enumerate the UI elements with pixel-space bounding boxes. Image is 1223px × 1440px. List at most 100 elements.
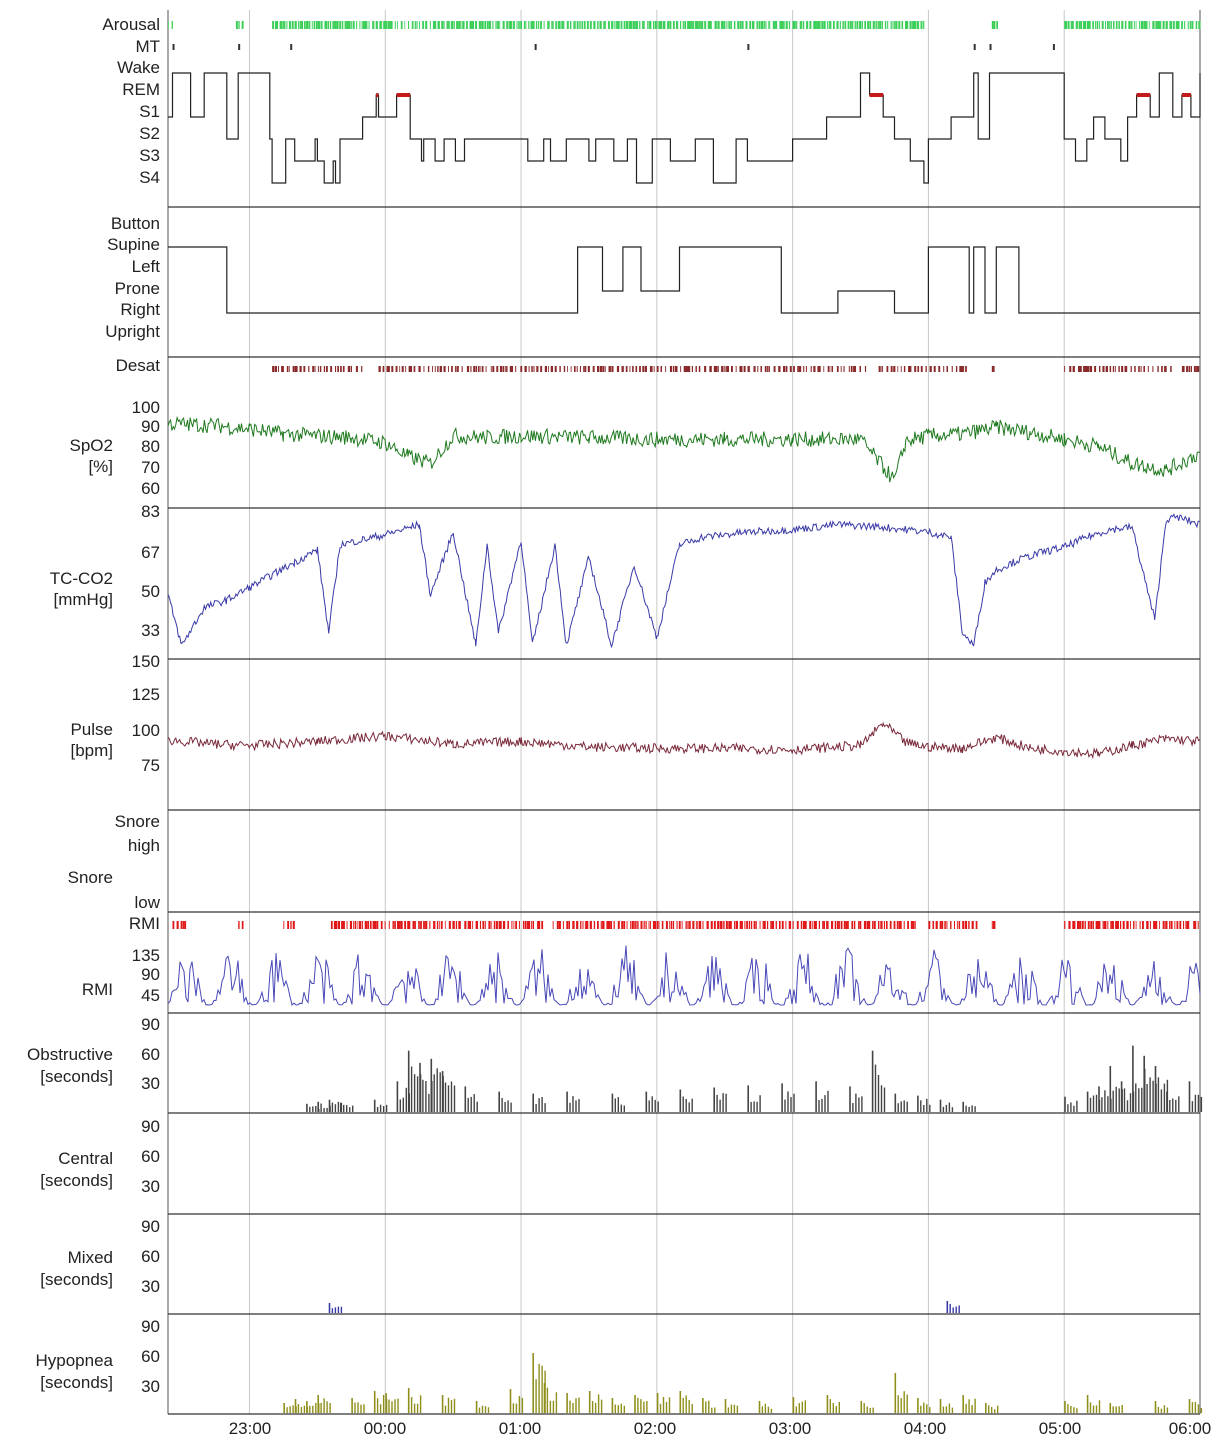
arousal-event-tick [593,21,596,29]
rmi-event-tick [1139,921,1141,929]
obstructive-bar [407,1050,410,1112]
desat-event-tick [536,366,539,372]
arousal-event-tick [623,21,626,29]
rmi-event-tick [618,921,620,929]
hypopnea-bar [1197,1404,1200,1413]
hypopnea-bar [640,1399,642,1413]
rmi-event-tick [1102,921,1104,929]
rmi-event-tick [831,921,834,929]
rmi-event-tick [956,921,958,929]
rmi-event-tick [238,921,240,929]
obstructive-bar [535,1104,537,1112]
obstructive-bar [470,1096,472,1112]
obstructive-bar [1086,1091,1089,1112]
hypopnea-bar [300,1406,303,1413]
rmi-event-tick [241,921,244,929]
arousal-event-tick [311,21,313,29]
arousal-event-tick [560,21,562,29]
time-gridlines [248,10,1201,1414]
mixed-bar [337,1306,340,1313]
desat-event-tick [325,366,328,372]
obstructive-bar [880,1085,883,1112]
hypopnea-bar [1194,1401,1197,1413]
obstructive-bar [1076,1100,1078,1112]
desat-event-tick [829,366,831,372]
hypopnea-label: Hypopnea [35,1351,113,1370]
desat-event-tick [1157,366,1159,372]
movement-time-tick [172,44,175,50]
arousal-event-tick [1157,21,1161,29]
mixed-bar [946,1301,949,1313]
obstructive-bar [651,1096,653,1112]
mixed-bar [958,1305,960,1313]
hypopnea-bar [363,1404,365,1413]
hypopnea-bar [1191,1402,1194,1413]
arousal-event-tick [749,21,752,29]
desat-event-tick [1198,366,1200,372]
obstructive-bar [439,1072,441,1112]
arousal-event-tick [450,21,453,29]
arousal-event-tick [762,21,764,29]
rmi-event-tick [374,921,377,929]
hypopnea-bar [863,1403,865,1413]
arousal-event-tick [543,21,545,29]
hypopnea-bar [826,1395,829,1413]
desat-event-tick [1130,366,1132,372]
rmi-event-tick [868,921,871,929]
arousal-event-tick [877,21,879,29]
rmi-event-tick [1090,921,1093,929]
rmi-event-tick [1107,921,1109,929]
arousal-event-tick [1080,21,1082,29]
arousal-event-tick [283,21,286,29]
desat-event-tick [490,366,492,372]
rmi-event-tick [767,921,769,929]
obstructive-bar [903,1100,905,1112]
arousal-event-tick [628,21,631,29]
arousal-event-tick [446,21,449,29]
obstructive-bar [1095,1094,1098,1112]
rmi-event-tick [1179,921,1182,929]
position-label-upright: Upright [105,322,160,341]
arousal-event-tick [753,21,755,29]
desat-event-tick [550,366,553,372]
arousal-event-tick [614,21,616,29]
rmi-tick-label: 45 [141,986,160,1005]
arousal-event-tick [796,21,798,29]
desat-event-tick [439,366,441,372]
arousal-event-tick [391,21,393,29]
arousal-event-tick [497,21,499,29]
hypopnea-bar [297,1404,300,1413]
arousal-event-tick [434,21,437,29]
hypopnea-bar [801,1401,803,1413]
desat-event-tick [274,366,277,372]
stage-label-s4: S4 [139,168,160,187]
arousal-event-tick [411,21,414,29]
desat-event-tick [621,366,624,372]
desat-event-tick [710,366,712,372]
obstructive-bar [923,1105,925,1112]
hypopnea-bar [286,1407,288,1413]
desat-event-tick [1164,366,1166,372]
hypopnea-bar [903,1391,905,1413]
stage-label-s1: S1 [139,102,160,121]
desat-event-tick [778,366,781,372]
hypopnea-bar [646,1401,648,1413]
tcco2-tick-label: 50 [141,582,160,601]
rmi-event-tick [734,921,736,929]
desat-event-tick [294,366,297,372]
rmi-event-tick [412,921,415,929]
obstructive-bar [385,1104,388,1112]
obstructive-bar [575,1100,577,1112]
desat-event-tick [864,366,867,372]
hypopnea-bar [965,1403,967,1413]
obstructive-bar [824,1095,826,1112]
desat-event-tick [946,366,948,372]
hypopnea-bar [450,1400,453,1413]
arousal-event-tick [426,21,428,29]
arousal-event-tick [882,21,883,29]
arousal-event-tick [1118,21,1120,29]
arousal-event-tick [552,21,554,29]
data-traces [167,21,1203,1413]
desat-event-tick [451,366,453,372]
desat-event-tick [610,366,612,372]
